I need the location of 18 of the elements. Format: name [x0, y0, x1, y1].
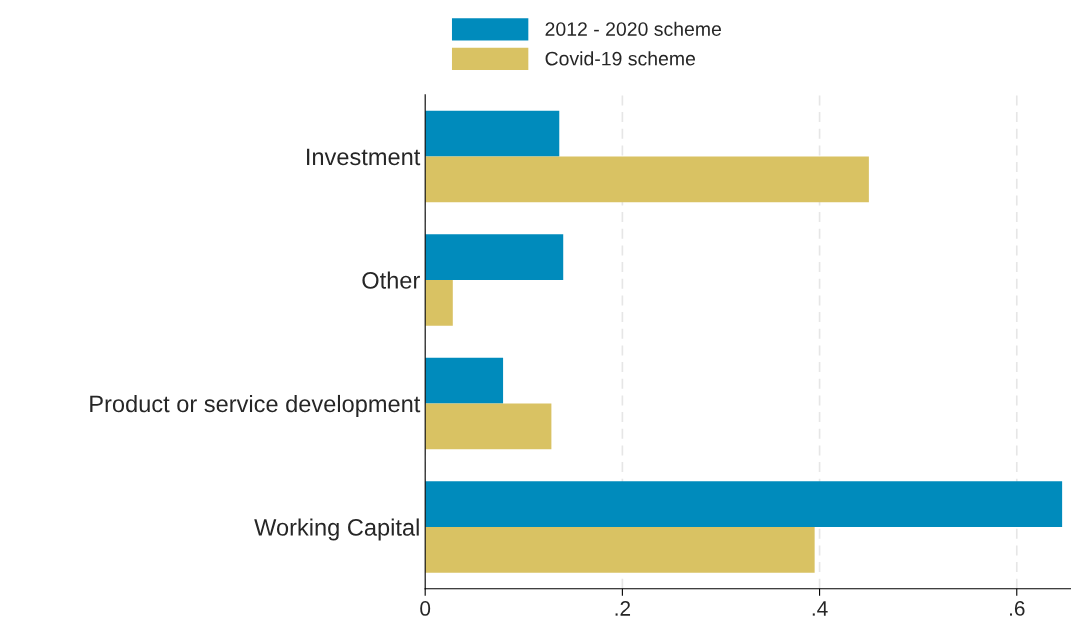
y-tick-label: Product or service development [90, 394, 421, 417]
bar [425, 403, 552, 450]
legend-label: 2012 - 2020 scheme [545, 21, 721, 36]
x-tick-label: 0 [420, 601, 431, 616]
bar [425, 526, 815, 573]
legend-label: Covid-19 scheme [545, 51, 696, 66]
y-tick-label: Other [362, 271, 420, 289]
y-tick-label: Working Capital [254, 518, 419, 541]
x-tick-label: .2 [615, 601, 631, 616]
bar [425, 156, 869, 203]
bar [425, 481, 1063, 527]
bar [425, 357, 504, 404]
bar [425, 110, 560, 157]
y-tick-label: Investment [307, 148, 421, 166]
bar [425, 279, 453, 326]
bar [425, 234, 564, 280]
x-tick-label: .6 [1009, 601, 1025, 616]
x-tick-label: .4 [812, 601, 828, 616]
